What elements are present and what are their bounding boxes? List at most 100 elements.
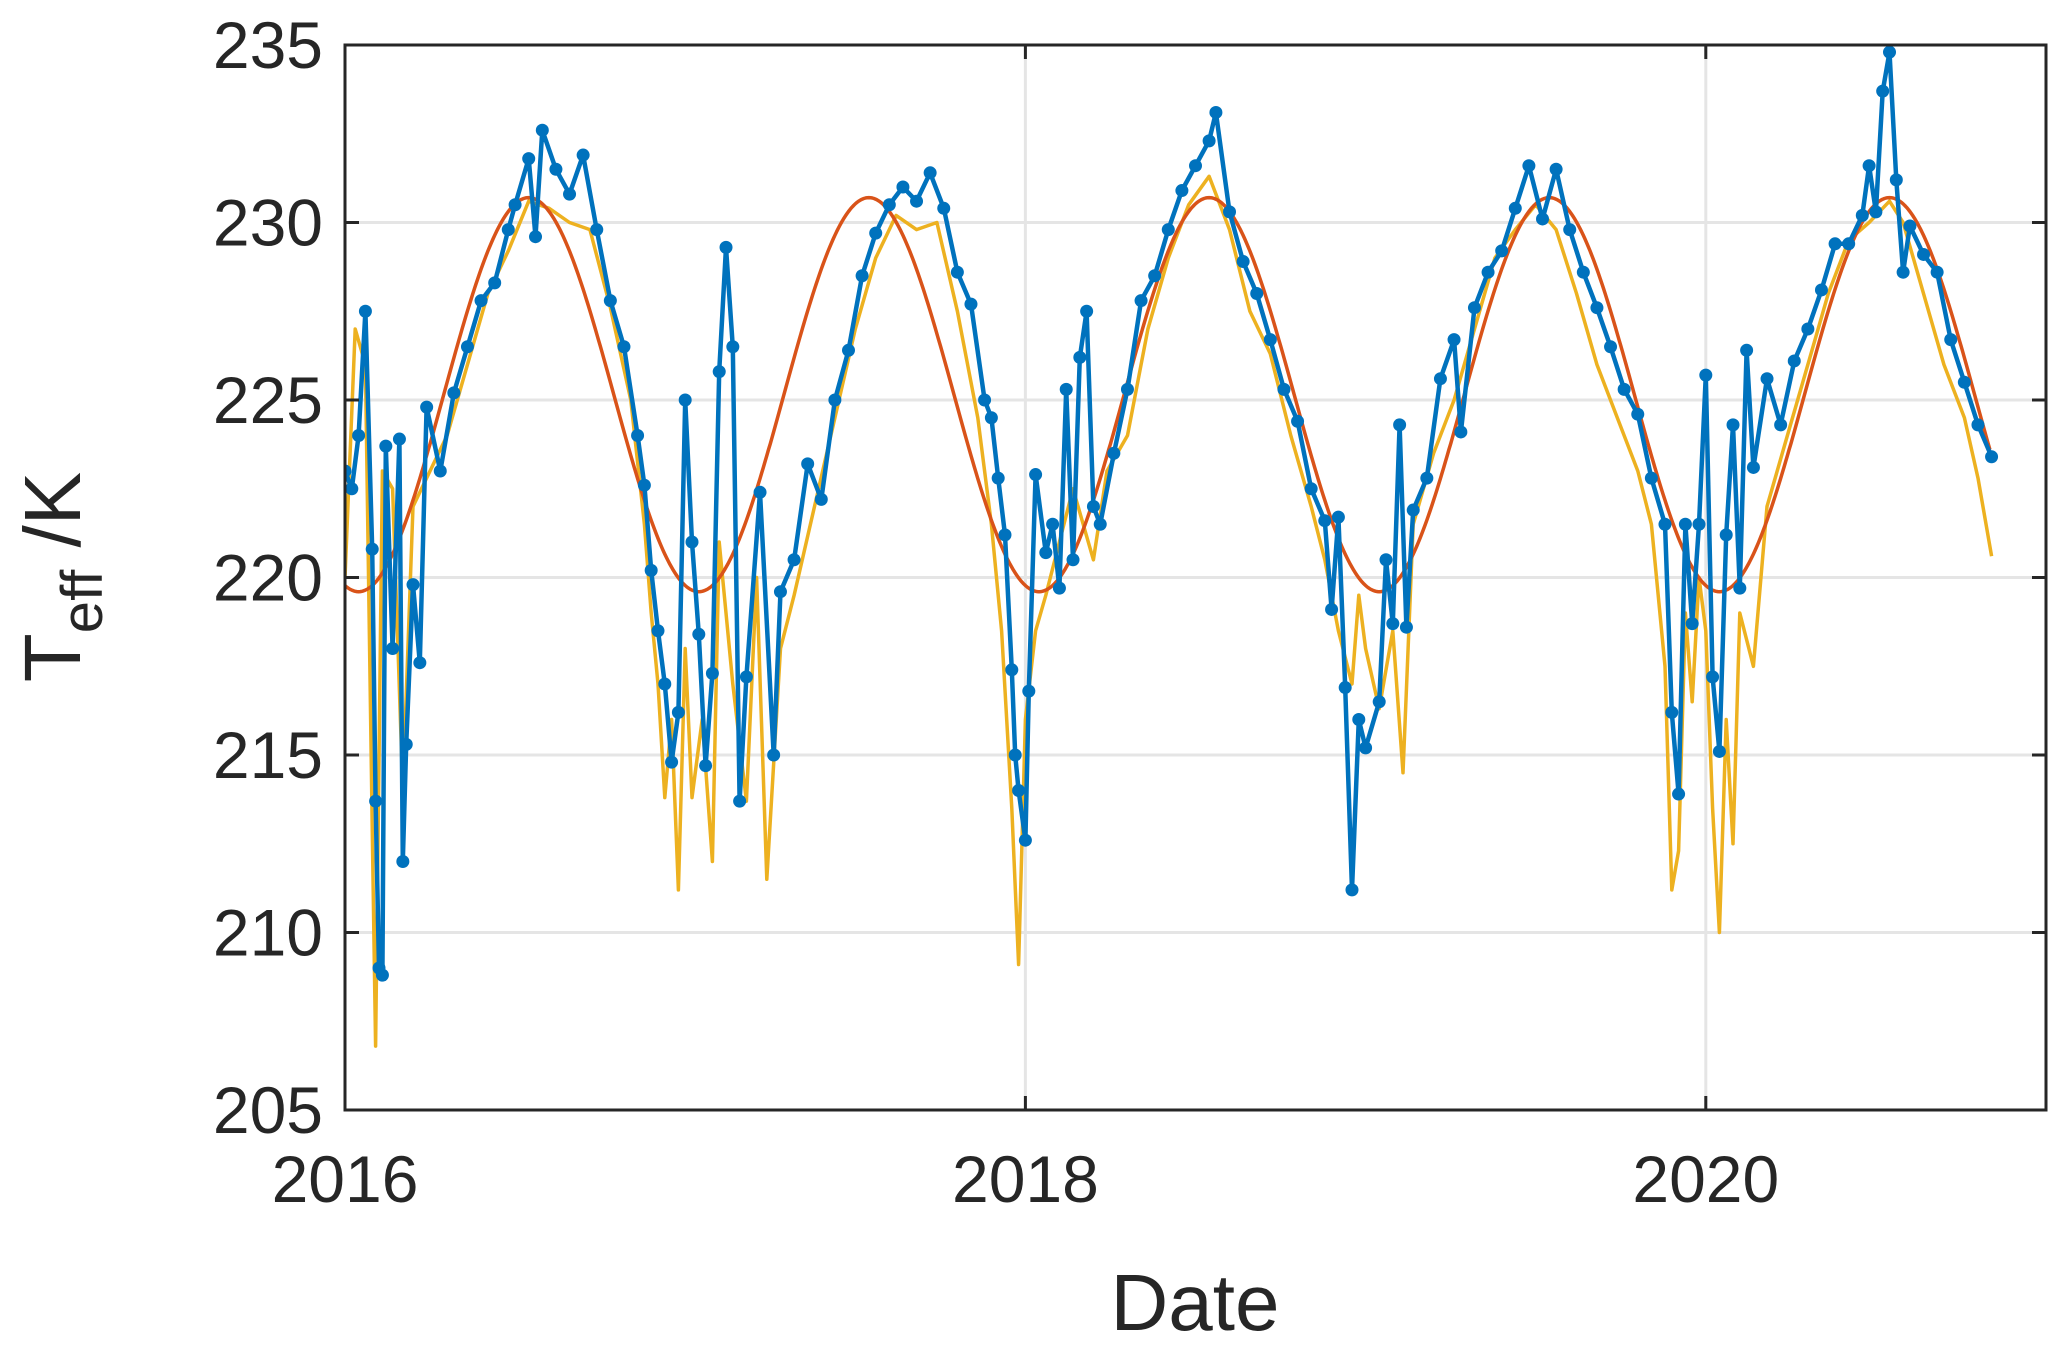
data-point-measured [1644, 471, 1658, 485]
data-point-measured [1495, 244, 1509, 258]
data-point-measured [1345, 883, 1359, 897]
data-point-measured [1338, 681, 1352, 695]
data-point-measured [1093, 517, 1107, 531]
data-point-measured [1733, 581, 1747, 595]
data-point-measured [1896, 265, 1910, 279]
data-point-measured [1052, 581, 1066, 595]
data-point-measured [1059, 382, 1073, 396]
data-point-measured [1903, 219, 1917, 233]
data-point-measured [651, 624, 665, 638]
data-point-measured [603, 294, 617, 308]
ticks: 205 210 215 220 225 230 235 2016 2018 2020 [213, 8, 2046, 1216]
data-point-measured [1665, 705, 1679, 719]
data-point-measured [1393, 418, 1407, 432]
data-point-measured [671, 705, 685, 719]
data-point-measured [937, 201, 951, 215]
data-point-measured [1774, 418, 1788, 432]
data-point-measured [787, 553, 801, 567]
data-point-measured [365, 542, 379, 556]
data-point-measured [1148, 269, 1162, 283]
data-point-measured [1549, 162, 1563, 176]
y-tick-label: 230 [213, 186, 323, 260]
data-point-measured [814, 492, 828, 506]
data-point-measured [910, 194, 924, 208]
y-tick-label: 220 [213, 541, 323, 615]
data-point-measured [549, 162, 563, 176]
data-point-measured [1467, 301, 1481, 315]
data-point-measured [719, 240, 733, 254]
data-point-measured [508, 198, 522, 212]
data-point-measured [1250, 287, 1264, 300]
data-point-measured [1080, 304, 1094, 318]
data-point-measured [1917, 247, 1931, 261]
data-point-measured [1971, 418, 1985, 432]
data-point-measured [1386, 617, 1400, 631]
data-point-measured [1331, 510, 1345, 524]
data-point-measured [399, 737, 413, 751]
series-line-daily [345, 174, 1994, 1048]
data-point-measured [352, 429, 366, 442]
data-point-measured [733, 794, 747, 808]
data-point-measured [726, 340, 740, 354]
data-point-measured [773, 585, 787, 599]
y-axis-label-main: T [8, 633, 97, 682]
data-point-measured [590, 223, 604, 237]
data-point-measured [855, 269, 869, 283]
data-point-measured [413, 656, 427, 670]
data-point-measured [1379, 553, 1393, 567]
data-point-measured [488, 276, 502, 290]
data-point-measured [801, 457, 815, 471]
data-point-measured [1536, 212, 1550, 226]
data-point-measured [1930, 265, 1944, 279]
data-point-measured [1046, 517, 1060, 531]
data-point-measured [617, 340, 631, 354]
data-point-measured [644, 563, 658, 577]
data-point-measured [1236, 255, 1250, 269]
data-point-measured [1420, 471, 1434, 485]
data-point-measured [678, 393, 692, 407]
data-point-measured [1066, 553, 1080, 567]
data-point-measured [1563, 223, 1577, 237]
data-point-measured [896, 180, 910, 194]
data-point-measured [1869, 205, 1883, 219]
y-tick-label: 235 [213, 8, 323, 82]
data-point-measured [1359, 741, 1373, 755]
data-point-measured [1107, 446, 1121, 460]
data-point-measured [375, 968, 389, 982]
data-point-measured [345, 482, 359, 496]
data-point-measured [1576, 265, 1590, 279]
data-point-measured [1617, 382, 1631, 396]
x-tick-label: 2018 [952, 1142, 1099, 1216]
data-point-measured [345, 464, 352, 478]
data-point-measured [1631, 407, 1645, 421]
x-axis-label: Date [1111, 1258, 1280, 1347]
x-tick-label: 2020 [1632, 1142, 1779, 1216]
data-point-measured [828, 393, 842, 407]
data-point-measured [396, 855, 410, 868]
data-point-measured [1685, 617, 1699, 631]
y-tick-label: 215 [213, 718, 323, 792]
data-point-measured [1022, 684, 1036, 698]
data-point-measured [699, 759, 713, 773]
data-point-measured [501, 223, 515, 237]
data-point-measured [1291, 414, 1305, 428]
data-point-measured [1073, 350, 1087, 364]
data-point-measured [978, 393, 992, 407]
data-point-measured [460, 340, 474, 354]
data-point-measured [535, 123, 549, 137]
y-tick-label: 225 [213, 363, 323, 437]
data-point-measured [712, 365, 726, 379]
data-point-measured [358, 304, 372, 318]
data-point-measured [1352, 713, 1366, 726]
data-point-measured [1399, 620, 1413, 634]
series-line-fit [345, 195, 1992, 594]
data-point-measured [1134, 294, 1148, 308]
data-point-measured [1481, 265, 1495, 279]
data-point-measured [1699, 368, 1713, 382]
data-point-measured [1828, 237, 1842, 251]
data-point-measured [1712, 744, 1726, 758]
data-point-measured [1604, 340, 1618, 354]
data-point-measured [1719, 528, 1733, 542]
data-point-measured [685, 535, 699, 549]
